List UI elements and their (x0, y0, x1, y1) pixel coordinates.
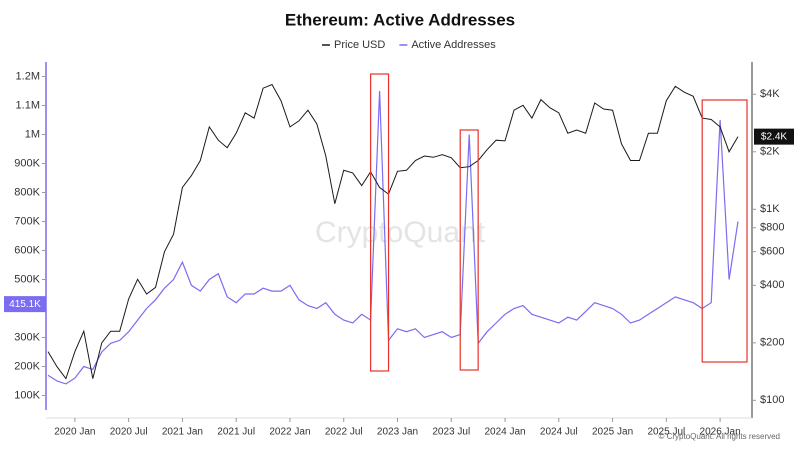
y2-tick-label: $600 (760, 246, 784, 258)
y2-tick-label: $800 (760, 222, 784, 234)
highlight-box (701, 99, 748, 363)
x-tick-label: 2022 Jul (325, 427, 363, 438)
y2-tick-label: $4K (760, 88, 780, 100)
legend-label: Price USD (334, 39, 385, 51)
x-tick-label: 2023 Jan (377, 427, 418, 438)
x-tick-label: 2022 Jan (269, 427, 310, 438)
x-tick-label: 2020 Jul (110, 427, 148, 438)
series-line (47, 90, 739, 385)
y-tick-label: 800K (14, 186, 40, 198)
y-tick-label: 1.2M (16, 70, 40, 82)
chart-title: Ethereum: Active Addresses (285, 10, 515, 29)
y-tick-label: 1M (25, 128, 40, 140)
y2-tick-label: $200 (760, 337, 784, 349)
x-tick-label: 2025 Jan (592, 427, 633, 438)
x-tick-label: 2021 Jul (217, 427, 255, 438)
x-tick-label: 2023 Jul (432, 427, 470, 438)
y-tick-label: 600K (14, 244, 40, 256)
last-value-label: 415.1K (9, 299, 41, 310)
y2-tick-label: $400 (760, 279, 784, 291)
y-tick-label: 700K (14, 215, 40, 227)
x-tick-label: 2025 Jul (647, 427, 685, 438)
y-tick-label: 200K (14, 360, 40, 372)
y-tick-label: 500K (14, 273, 40, 285)
series-line (47, 83, 739, 380)
y-tick-label: 900K (14, 157, 40, 169)
y-tick-label: 1.1M (16, 99, 40, 111)
y2-tick-label: $100 (760, 394, 784, 406)
legend-label: Active Addresses (411, 39, 496, 51)
last-value-label: $2.4K (761, 131, 787, 142)
highlight-box (459, 129, 479, 371)
last-value-tag (754, 128, 794, 145)
y2-tick-label: $1K (760, 203, 780, 215)
x-tick-label: 2026 Jan (700, 427, 741, 438)
y-tick-label: 100K (14, 389, 40, 401)
x-tick-label: 2021 Jan (162, 427, 203, 438)
footer: © CryptoQuant. All rights reserved (659, 432, 781, 441)
highlight-box (370, 73, 390, 372)
x-tick-label: 2024 Jul (540, 427, 578, 438)
last-value-tag (4, 296, 46, 313)
x-tick-label: 2024 Jan (484, 427, 525, 438)
watermark: CryptoQuant (315, 216, 486, 249)
x-tick-label: 2020 Jan (54, 427, 95, 438)
y-tick-label: 300K (14, 331, 40, 343)
y2-tick-label: $2K (760, 146, 780, 158)
